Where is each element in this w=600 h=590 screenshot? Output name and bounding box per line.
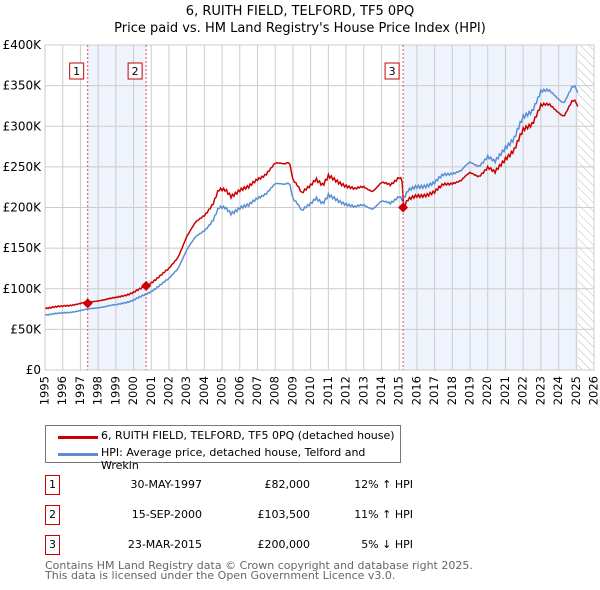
x-tick-label: 2016 bbox=[409, 376, 423, 405]
x-tick-label: 2018 bbox=[445, 376, 459, 405]
x-tick-label: 2012 bbox=[339, 376, 353, 405]
x-tick-label: 2022 bbox=[516, 376, 530, 405]
legend: 6, RUITH FIELD, TELFORD, TF5 0PQ (detach… bbox=[45, 425, 401, 472]
sale-label-box bbox=[384, 62, 400, 80]
x-tick-label: 2017 bbox=[427, 376, 441, 405]
x-tick-label: 2008 bbox=[268, 376, 282, 405]
sale-date: 15-SEP-2000 bbox=[131, 508, 202, 521]
x-tick-label: 2024 bbox=[551, 376, 565, 405]
y-tick-label: £350K bbox=[3, 79, 43, 93]
y-tick-label: £300K bbox=[3, 119, 43, 133]
sale-price: £82,000 bbox=[264, 478, 311, 491]
y-tick-label: £400K bbox=[3, 38, 43, 52]
x-tick-label: 2009 bbox=[285, 376, 299, 405]
x-tick-label: 2014 bbox=[374, 376, 388, 405]
x-tick-label: 2007 bbox=[250, 376, 264, 405]
sale-row: 2 15-SEP-2000 £103,500 11% ↑ HPI bbox=[45, 505, 445, 525]
sale-point bbox=[398, 202, 409, 213]
x-tick-label: 1998 bbox=[91, 376, 105, 405]
legend-swatch-hpi bbox=[58, 453, 98, 456]
sale-hpi-diff: 11% ↑ HPI bbox=[354, 508, 413, 521]
sale-number: 3 bbox=[45, 535, 60, 555]
x-tick-label: 2019 bbox=[463, 376, 477, 405]
sale-label-box bbox=[127, 62, 143, 80]
legend-swatch-price bbox=[58, 436, 98, 439]
x-tick-label: 2025 bbox=[569, 376, 583, 405]
price-chart: 1995 1996 1997 1998 1999 2000 2001 2002 2003 2004… bbox=[3, 38, 600, 405]
legend-label-price: 6, RUITH FIELD, TELFORD, TF5 0PQ (detach… bbox=[101, 429, 395, 442]
x-tick-label: 1995 bbox=[38, 376, 52, 405]
legend-label-hpi: HPI: Average price, detached house, Telf… bbox=[101, 446, 366, 472]
sale-label: 3 bbox=[389, 65, 396, 78]
x-tick-label: 2010 bbox=[303, 376, 317, 405]
sale-row: 3 23-MAR-2015 £200,000 5% ↓ HPI bbox=[45, 535, 445, 555]
x-tick-label: 2013 bbox=[356, 376, 370, 405]
y-tick-label: £0 bbox=[26, 363, 41, 377]
sale-point bbox=[82, 298, 93, 309]
sale-point bbox=[141, 280, 152, 291]
hpi-line bbox=[44, 84, 579, 317]
x-tick-label: 2003 bbox=[179, 376, 193, 405]
x-tick-label: 2015 bbox=[392, 376, 406, 405]
plot-border bbox=[44, 44, 595, 371]
x-tick-label: 2001 bbox=[144, 376, 158, 405]
x-tick-label: 2000 bbox=[126, 376, 140, 405]
x-tick-label: 2005 bbox=[215, 376, 229, 405]
chart-title: 6, RUITH FIELD, TELFORD, TF5 0PQ bbox=[185, 4, 415, 19]
sale-label: 2 bbox=[132, 65, 139, 78]
x-tick-label: 2026 bbox=[587, 376, 600, 405]
sale-date: 23-MAR-2015 bbox=[127, 538, 202, 551]
footer-line-2: This data is licensed under the Open Gov… bbox=[45, 569, 396, 582]
footer: Contains HM Land Registry data © Crown c… bbox=[45, 559, 473, 582]
x-tick-label: 1997 bbox=[73, 376, 87, 405]
x-tick-label: 1999 bbox=[108, 376, 122, 405]
sale-label-box bbox=[69, 62, 85, 80]
y-tick-label: £100K bbox=[3, 282, 43, 296]
sale-price: £103,500 bbox=[257, 508, 311, 521]
x-tick-label: 1996 bbox=[55, 376, 69, 405]
x-tick-label: 2023 bbox=[533, 376, 547, 405]
y-tick-label: £50K bbox=[10, 322, 42, 336]
sale-row: 1 30-MAY-1997 £82,000 12% ↑ HPI bbox=[45, 475, 445, 495]
sale-label: 1 bbox=[73, 65, 80, 78]
x-tick-label: 2004 bbox=[197, 376, 211, 405]
sale-hpi-diff: 12% ↑ HPI bbox=[354, 478, 413, 491]
price-line bbox=[44, 98, 579, 310]
y-tick-label: £200K bbox=[3, 201, 43, 215]
sale-price: £200,000 bbox=[257, 538, 311, 551]
x-tick-label: 2020 bbox=[480, 376, 494, 405]
y-tick-label: £250K bbox=[3, 160, 43, 174]
sale-number: 2 bbox=[45, 505, 60, 525]
sale-number: 1 bbox=[45, 475, 60, 495]
y-tick-label: £150K bbox=[3, 241, 43, 255]
footer-line-1: Contains HM Land Registry data © Crown c… bbox=[45, 559, 473, 572]
x-tick-label: 2011 bbox=[321, 376, 335, 405]
x-tick-label: 2002 bbox=[161, 376, 175, 405]
chart-subtitle: Price paid vs. HM Land Registry's House … bbox=[114, 21, 486, 36]
x-tick-label: 2021 bbox=[498, 376, 512, 405]
sale-hpi-diff: 5% ↓ HPI bbox=[361, 538, 413, 551]
x-tick-label: 2006 bbox=[232, 376, 246, 405]
sale-date: 30-MAY-1997 bbox=[130, 478, 202, 491]
